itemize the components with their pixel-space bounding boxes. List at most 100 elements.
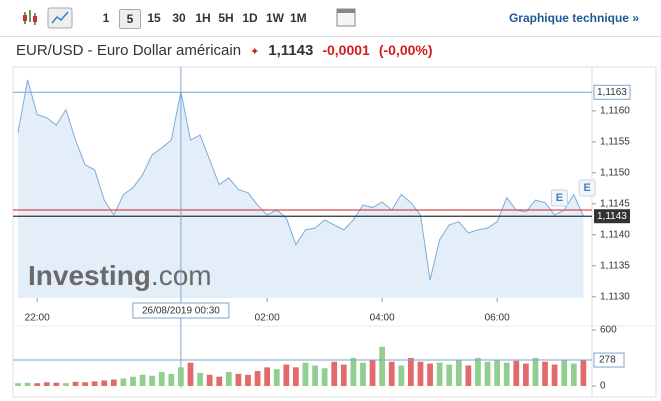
- volume-bar: [82, 382, 88, 386]
- volume-bar: [24, 382, 31, 386]
- interval-button[interactable]: 1W: [266, 11, 284, 25]
- x-tick-label: 22:00: [25, 313, 50, 324]
- volume-bar: [494, 359, 501, 386]
- interval-button[interactable]: 1: [102, 11, 110, 25]
- area-fill: [18, 79, 584, 298]
- volume-bar: [293, 367, 299, 386]
- volume-bar: [91, 381, 98, 386]
- chart-type-icons: [23, 7, 73, 29]
- y-tick-label: 1,1130: [600, 291, 630, 302]
- volume-bar: [235, 373, 242, 386]
- volume-bar: [72, 381, 79, 386]
- volume-bar: [225, 372, 232, 386]
- settings-icon[interactable]: [333, 0, 363, 36]
- watermark-brand: Investing: [28, 260, 151, 291]
- y-tick-label: 1,1155: [600, 137, 630, 148]
- y-tick-label: 1,1150: [600, 167, 630, 178]
- volume-bar: [475, 358, 481, 386]
- volume-bar: [580, 360, 587, 386]
- toolbar: 1 5 15 30 1H 5H 1D 1W 1M Graphique technique »: [0, 0, 661, 37]
- crosshair-x-label: 26/08/2019 00:30: [142, 306, 220, 317]
- interval-button[interactable]: 1H: [195, 11, 211, 25]
- quote-header: EUR/USD - Euro Dollar américain ✦ 1,1143…: [16, 42, 433, 59]
- volume-bar: [130, 376, 136, 386]
- volume-bar: [340, 364, 347, 386]
- volume-bar: [417, 361, 424, 386]
- chart-frame: [12, 66, 657, 398]
- volume-bar: [34, 383, 41, 386]
- interval-button[interactable]: 1D: [242, 11, 258, 25]
- volume-bar: [561, 359, 568, 386]
- volume-bar: [484, 361, 491, 386]
- last-price-label: 1,1143: [597, 211, 627, 222]
- volume-bar: [331, 361, 338, 386]
- x-tick-label: 04:00: [370, 313, 395, 324]
- volume-bar: [321, 368, 328, 386]
- volume-bar: [446, 364, 453, 386]
- event-marker: [578, 179, 596, 197]
- volume-bar: [542, 361, 548, 386]
- instrument-name: EUR/USD - Euro Dollar américain: [16, 42, 242, 59]
- volume-bar: [532, 358, 539, 386]
- interval-button[interactable]: 30: [172, 11, 186, 25]
- event-label: E: [556, 192, 563, 204]
- volume-bar: [120, 378, 127, 386]
- volume-bar: [245, 374, 251, 386]
- volume-bar: [187, 362, 194, 386]
- crosshair-y-label: 1,1163: [597, 87, 627, 98]
- price-line: [17, 79, 584, 281]
- crosshair-y-box: [593, 84, 631, 100]
- volume-bar: [254, 371, 261, 386]
- volume-bar: [398, 365, 405, 386]
- last-price-box: [594, 209, 630, 224]
- last-volume-box: [593, 352, 625, 368]
- volume-bar: [15, 383, 21, 386]
- change: -0,0001: [322, 42, 370, 58]
- volume-bar: [197, 372, 203, 386]
- volume-bar: [178, 367, 184, 386]
- event-marker: [550, 189, 568, 207]
- volume-bar: [283, 364, 290, 386]
- volume-bar: [379, 346, 386, 386]
- technical-chart-link[interactable]: Graphique technique »: [508, 11, 639, 25]
- alert-icon: ✦: [250, 46, 260, 58]
- volume-bar: [149, 375, 156, 386]
- volume-bar: [465, 365, 472, 386]
- interval-button[interactable]: 1M: [290, 11, 307, 25]
- y-tick-label: 1,1145: [600, 198, 630, 209]
- change-percent: (-0,00%): [378, 42, 433, 58]
- volume-bar: [503, 362, 510, 386]
- y-tick-label: 1,1160: [600, 106, 630, 117]
- volume-bar: [216, 376, 223, 386]
- volume-bar: [312, 365, 318, 386]
- volume-bar: [101, 380, 108, 386]
- interval-button[interactable]: 5: [119, 9, 141, 29]
- volume-bar: [273, 369, 280, 386]
- y-tick-label: 1,1140: [600, 229, 630, 240]
- volume-bar: [360, 362, 366, 386]
- interval-button[interactable]: 5H: [218, 11, 234, 25]
- volume-bar: [369, 359, 376, 386]
- volume-bar: [168, 373, 175, 386]
- volume-bar: [110, 379, 117, 386]
- volume-bar: [408, 358, 414, 386]
- volume-bar: [63, 383, 69, 386]
- last-volume-label: 278: [599, 355, 616, 366]
- volume-bar: [388, 361, 395, 386]
- volume-y-tick-label: 0: [600, 381, 606, 392]
- volume-bar: [523, 363, 529, 386]
- y-tick-label: 1,1135: [600, 260, 630, 271]
- volume-bar: [53, 382, 60, 386]
- crosshair-x-box: [132, 302, 230, 319]
- volume-bar: [427, 363, 433, 386]
- interval-button[interactable]: 15: [147, 11, 161, 25]
- volume-bar: [513, 360, 520, 386]
- volume-bar: [570, 363, 577, 386]
- volume-bar: [139, 374, 146, 386]
- price: 1,1143: [268, 42, 314, 59]
- volume-bar: [551, 364, 558, 386]
- watermark: Investing.com: [28, 260, 212, 291]
- volume-bar: [206, 374, 213, 386]
- x-tick-label: 02:00: [255, 313, 280, 324]
